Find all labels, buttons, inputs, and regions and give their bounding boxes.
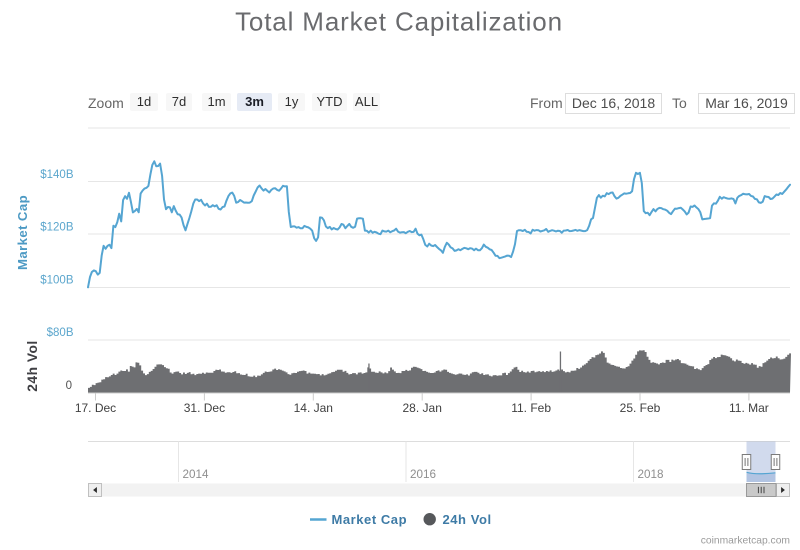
svg-text:Total Market Capitalization: Total Market Capitalization [235, 7, 563, 37]
svg-text:coinmarketcap.com: coinmarketcap.com [701, 536, 790, 547]
svg-text:$80B: $80B [47, 327, 74, 339]
svg-text:$120B: $120B [40, 222, 74, 234]
svg-text:25. Feb: 25. Feb [620, 401, 661, 415]
svg-text:Market Cap: Market Cap [15, 195, 30, 270]
svg-text:Market Cap: Market Cap [332, 512, 408, 527]
svg-text:31. Dec: 31. Dec [184, 401, 225, 415]
svg-text:2018: 2018 [638, 468, 664, 481]
svg-text:2016: 2016 [410, 468, 436, 481]
svg-text:24h Vol: 24h Vol [443, 512, 492, 527]
svg-text:24h Vol: 24h Vol [25, 340, 40, 392]
svg-text:2014: 2014 [183, 468, 210, 481]
svg-text:$100B: $100B [40, 274, 74, 286]
svg-text:11. Mar: 11. Mar [729, 401, 769, 415]
svg-text:0: 0 [66, 380, 72, 392]
svg-text:28. Jan: 28. Jan [403, 401, 442, 415]
svg-text:14. Jan: 14. Jan [294, 401, 333, 415]
svg-text:$140B: $140B [40, 169, 74, 181]
svg-text:17. Dec: 17. Dec [75, 401, 116, 415]
svg-text:11. Feb: 11. Feb [511, 401, 551, 415]
